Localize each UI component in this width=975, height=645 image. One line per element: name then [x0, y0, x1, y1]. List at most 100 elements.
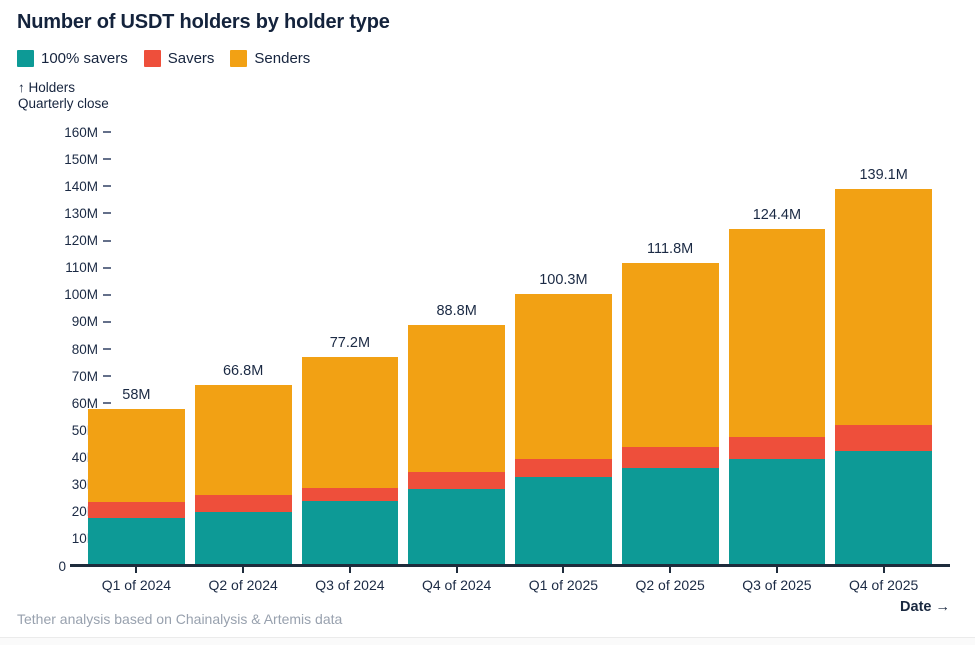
bar-total-label: 139.1M: [859, 166, 908, 183]
bar-segment-senders: [301, 356, 399, 488]
bar-stack: 88.8M: [408, 303, 505, 566]
bar-total-label: 66.8M: [222, 362, 264, 379]
y-tick-mark: [103, 375, 111, 378]
bar-stack: 58M: [88, 387, 185, 566]
bar-segment-senders: [835, 188, 932, 425]
x-label-cell: Q4 of 2024: [408, 567, 505, 593]
bar-total-label: 58M: [122, 386, 151, 403]
bar-segment-senders: [728, 228, 826, 437]
bar-segment-savers: [728, 436, 826, 460]
y-tick-label: 40M: [71, 450, 98, 465]
y-tick-label: 60M: [71, 395, 98, 411]
y-tick-label: 90M: [71, 314, 98, 330]
bar-stack: 139.1M: [835, 167, 932, 566]
x-tick-mark: [669, 567, 672, 573]
y-tick-mark: [103, 402, 111, 405]
x-tick-mark: [348, 567, 351, 573]
bar-segment-100-savers: [408, 489, 505, 566]
bar-stack: 77.2M: [301, 334, 399, 566]
y-tick-label: 80M: [71, 341, 98, 357]
x-label-cell: Q2 of 2024: [195, 567, 292, 593]
x-axis-line: [70, 564, 950, 567]
x-axis-labels: Q1 of 2024 Q2 of 2024 Q3 of 2024 Q4 of 2024…: [88, 567, 932, 593]
y-tick-mark: [103, 239, 111, 242]
legend-swatch-icon: [230, 50, 248, 67]
bar-total-label: 111.8M: [647, 240, 694, 257]
legend-swatch-icon: [143, 50, 161, 67]
bar-total-label: 124.4M: [752, 206, 802, 223]
legend-label: Savers: [167, 50, 215, 67]
x-tick-label: Q1 of 2024: [101, 577, 172, 593]
y-tick-label: 140M: [64, 178, 98, 194]
y-tick-label: 20M: [71, 504, 98, 520]
y-tick-mark: [103, 185, 111, 188]
y-tick-label: 30M: [71, 477, 98, 493]
x-tick-mark: [562, 567, 565, 573]
bar-segment-savers: [88, 501, 185, 519]
bar-segment-100-savers: [728, 459, 826, 566]
bar-segment-savers: [515, 459, 612, 478]
bar-segment-100-savers: [835, 450, 932, 566]
source-note: Tether analysis based on Chainalysis & A…: [17, 611, 343, 627]
x-tick-label: Q3 of 2024: [315, 577, 385, 593]
y-axis-note-line2: Quarterly close: [18, 95, 109, 111]
legend-item: Senders: [230, 50, 310, 67]
y-tick-mark: [103, 212, 111, 215]
x-label-cell: Q1 of 2025: [515, 567, 612, 593]
bar-segment-senders: [515, 293, 612, 460]
bar-segment-savers: [621, 446, 719, 469]
x-tick-mark: [242, 567, 245, 573]
legend: 100% savers Savers Senders: [17, 50, 310, 67]
bar-segment-senders: [621, 262, 719, 447]
y-tick-label: 120M: [64, 233, 98, 248]
y-tick-label: 70M: [71, 368, 98, 384]
x-axis-title: Date →: [900, 599, 950, 615]
bar-total-label: 77.2M: [329, 334, 371, 351]
x-tick-label: Q3 of 2025: [742, 577, 812, 593]
bottom-divider: [0, 637, 975, 645]
y-tick-mark: [103, 266, 111, 269]
bar-stack: 111.8M: [621, 240, 719, 566]
bar-segment-savers: [194, 494, 292, 512]
legend-label: 100% savers: [41, 50, 128, 67]
bar-segment-savers: [301, 487, 399, 502]
y-tick-label: 130M: [64, 205, 98, 221]
legend-swatch-icon: [17, 50, 34, 67]
legend-item: 100% savers: [17, 50, 128, 67]
y-tick-label: 50M: [71, 422, 98, 438]
x-tick-label: Q2 of 2025: [635, 577, 705, 593]
x-tick-label: Q1 of 2025: [528, 577, 599, 593]
x-tick-mark: [775, 567, 778, 573]
bar-segment-100-savers: [301, 501, 399, 566]
x-tick-label: Q4 of 2024: [421, 577, 492, 593]
x-tick-mark: [882, 567, 885, 573]
legend-label: Senders: [254, 50, 311, 67]
x-label-cell: Q3 of 2024: [302, 567, 399, 593]
bar-stack: 66.8M: [194, 362, 292, 566]
bar-segment-senders: [408, 325, 505, 472]
bar-stack: 100.3M: [515, 272, 612, 566]
x-tick-label: Q4 of 2025: [848, 577, 919, 593]
y-axis-note: ↑ Holders Quarterly close: [18, 80, 109, 111]
y-tick-mark: [103, 293, 111, 296]
x-tick-mark: [455, 567, 458, 573]
x-label-cell: Q3 of 2025: [729, 567, 826, 593]
bar-total-label: 88.8M: [436, 303, 477, 320]
y-tick-mark: [103, 320, 111, 323]
y-tick-label: 10M: [71, 531, 98, 547]
y-tick-label: 0: [58, 558, 66, 574]
x-tick-label: Q2 of 2024: [208, 577, 278, 593]
bar-segment-100-savers: [88, 518, 185, 566]
x-label-cell: Q2 of 2025: [622, 567, 719, 593]
bar-segment-100-savers: [515, 477, 612, 566]
y-tick-label: 110M: [65, 260, 98, 276]
bar-stack: 124.4M: [728, 206, 826, 566]
x-tick-mark: [135, 567, 138, 573]
y-tick-label: 160M: [64, 124, 98, 140]
bar-total-label: 100.3M: [539, 271, 588, 288]
bar-segment-senders: [194, 384, 292, 495]
bars-area: 58M 66.8M 77.2M 88.8M 100.3M 111.8M 124.4M 139.…: [88, 132, 932, 566]
bar-segment-savers: [408, 471, 505, 489]
x-label-cell: Q1 of 2024: [88, 567, 185, 593]
